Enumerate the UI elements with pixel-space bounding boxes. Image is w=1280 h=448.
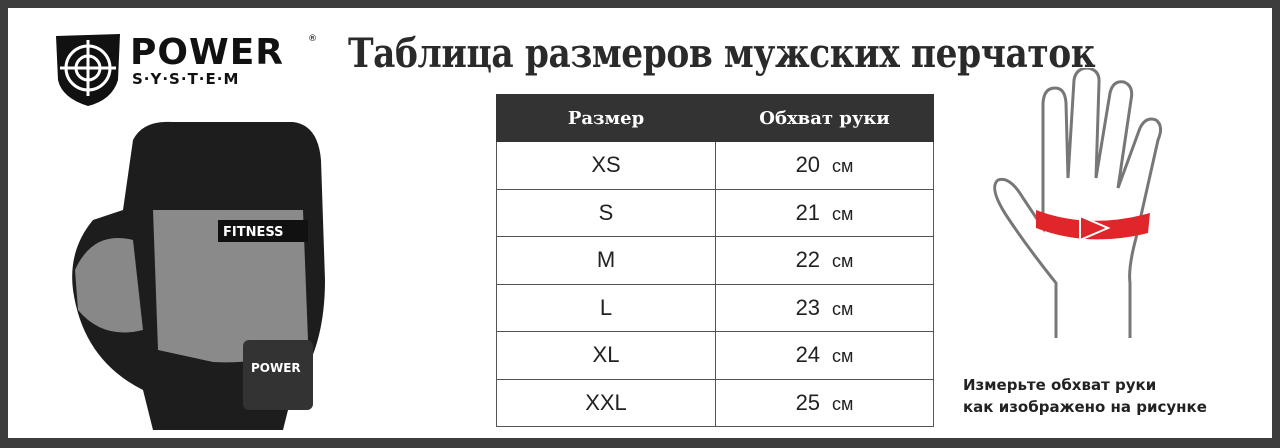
girth-value: 20: [795, 152, 821, 178]
page-title: Таблица размеров мужских перчаток: [348, 30, 1096, 77]
header-size: Размер: [496, 94, 716, 142]
girth-cell: 24 см: [715, 331, 934, 380]
power-system-logo-icon: [56, 34, 120, 106]
table-row: M 22 см: [496, 236, 934, 285]
glove-label: FITNESS: [223, 225, 284, 240]
girth-unit: см: [832, 251, 854, 272]
hand-measurement-icon: [993, 68, 1163, 338]
measurement-note: Измерьте обхват руки как изображено на р…: [963, 374, 1207, 418]
girth-cell: 20 см: [715, 141, 934, 190]
table-row: XL 24 см: [496, 331, 934, 380]
girth-value: 25: [795, 389, 821, 415]
size-cell: XS: [496, 141, 716, 190]
girth-value: 22: [795, 247, 821, 273]
brand-name: POWER: [130, 32, 285, 73]
brand-subtitle: S·Y·S·T·E·M: [132, 70, 240, 88]
girth-cell: 25 см: [715, 378, 934, 427]
girth-unit: см: [832, 203, 854, 224]
table-row: XS 20 см: [496, 141, 934, 190]
size-cell: XL: [496, 331, 716, 380]
glove-image-icon: FITNESS POWER: [72, 121, 326, 431]
girth-value: 23: [795, 294, 821, 320]
girth-unit: см: [832, 156, 854, 177]
girth-value: 21: [795, 199, 821, 225]
size-cell: XXL: [496, 378, 716, 427]
girth-cell: 22 см: [715, 236, 934, 285]
size-cell: L: [496, 283, 716, 332]
size-chart: POWER ® S·Y·S·T·E·M Таблица размеров муж…: [8, 8, 1272, 438]
size-table: Размер Обхват руки XS 20 см S 21 см M 22 см L 23 см…: [496, 94, 934, 427]
note-line-2: как изображено на рисунке: [963, 398, 1207, 416]
glove-strap-label: POWER: [251, 361, 301, 375]
table-row: L 23 см: [496, 283, 934, 332]
table-row: XXL 25 см: [496, 378, 934, 427]
girth-unit: см: [832, 298, 854, 319]
girth-value: 24: [795, 342, 821, 368]
size-cell: S: [496, 188, 716, 237]
size-cell: M: [496, 236, 716, 285]
girth-cell: 23 см: [715, 283, 934, 332]
table-row: S 21 см: [496, 188, 934, 237]
girth-unit: см: [832, 393, 854, 414]
registered-mark: ®: [308, 34, 317, 44]
girth-cell: 21 см: [715, 188, 934, 237]
note-line-1: Измерьте обхват руки: [963, 376, 1157, 394]
girth-unit: см: [832, 346, 854, 367]
header-girth: Обхват руки: [715, 94, 934, 142]
